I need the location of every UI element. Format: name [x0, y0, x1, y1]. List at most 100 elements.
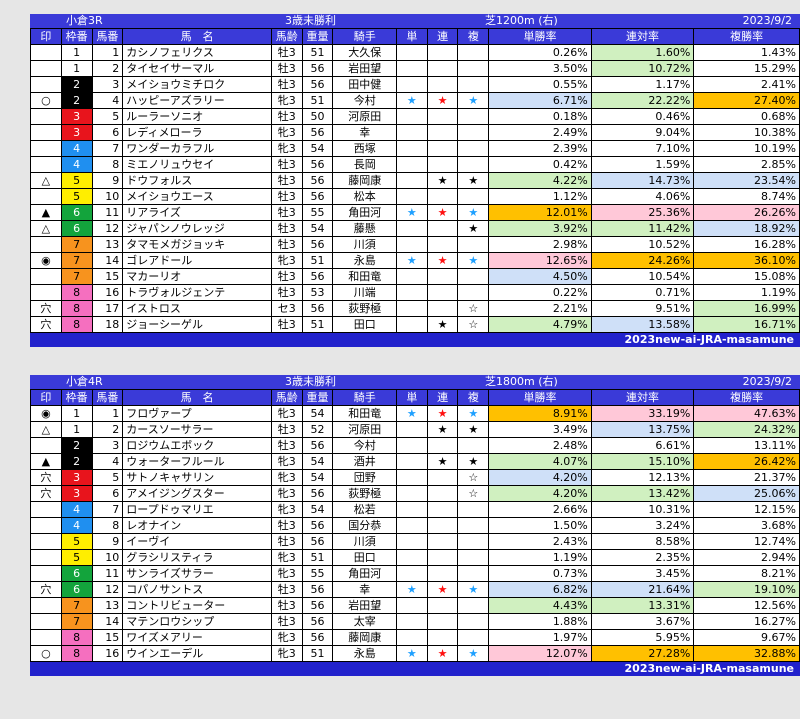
win-star	[395, 156, 428, 173]
table-row: 1 2 タイセイサーマル 牡3 56 岩田望 3.50% 10.72% 15.29%	[30, 60, 800, 77]
jockey: 角田河	[332, 204, 397, 221]
horse-name: ウインエーデル	[122, 645, 272, 662]
waku-cell: 5	[60, 188, 93, 205]
uma-number: 9	[91, 172, 124, 189]
top2-rate: 33.19%	[590, 405, 695, 422]
uma-number: 9	[91, 533, 124, 550]
place-star	[457, 549, 490, 566]
age-sex: 牡3	[270, 172, 303, 189]
age-sex: 牝3	[270, 565, 303, 582]
uma-number: 12	[91, 581, 124, 598]
place-rate: 21.37%	[693, 469, 800, 486]
mark-cell	[30, 629, 62, 646]
horse-name: トラヴォルジェンテ	[122, 284, 272, 301]
table-row: ◉ 7 14 ゴレアドール 牝3 51 永島 ★ ★ ★ 12.65% 24.26% 36.10%	[30, 252, 800, 269]
place-star: ☆	[457, 469, 490, 486]
jockey: 西塚	[332, 140, 397, 157]
age-sex: 牡3	[270, 108, 303, 125]
place-rate: 8.74%	[693, 188, 800, 205]
mark-cell: ◉	[30, 252, 62, 269]
win-star	[395, 316, 428, 333]
quinella-star	[426, 437, 459, 454]
horse-name: ルーラーソニオ	[122, 108, 272, 125]
horse-name: アメイジングスター	[122, 485, 272, 502]
column-header: 馬齢	[270, 28, 303, 45]
win-star	[395, 44, 428, 61]
uma-number: 11	[91, 565, 124, 582]
mark-cell	[30, 597, 62, 614]
horse-name: コパノサントス	[122, 581, 272, 598]
horse-name: ワイズメアリー	[122, 629, 272, 646]
uma-number: 12	[91, 220, 124, 237]
quinella-star	[426, 60, 459, 77]
table-row: 3 5 ルーラーソニオ 牡3 50 河原田 0.18% 0.46% 0.68%	[30, 108, 800, 125]
place-star	[457, 629, 490, 646]
weight: 56	[301, 236, 334, 253]
jockey: 大久保	[332, 44, 397, 61]
uma-number: 15	[91, 629, 124, 646]
column-header: 連対率	[590, 389, 695, 406]
table-row: 7 14 マテンロウシップ 牡3 56 太宰 1.88% 3.67% 16.27%	[30, 613, 800, 630]
quinella-star	[426, 597, 459, 614]
table-row: 4 7 ロープドゥマリエ 牝3 54 松若 2.66% 10.31% 12.15%	[30, 501, 800, 518]
win-rate: 4.43%	[488, 597, 592, 614]
mark-cell	[30, 108, 62, 125]
top2-rate: 2.35%	[590, 549, 695, 566]
uma-number: 17	[91, 300, 124, 317]
place-star: ★	[457, 645, 490, 662]
place-star: ★	[457, 453, 490, 470]
quinella-star	[426, 284, 459, 301]
win-star	[395, 597, 428, 614]
age-sex: 牡3	[270, 581, 303, 598]
mark-cell: ○	[30, 645, 62, 662]
quinella-star	[426, 236, 459, 253]
uma-number: 5	[91, 108, 124, 125]
win-star	[395, 236, 428, 253]
jockey: 河原田	[332, 108, 397, 125]
win-star: ★	[395, 405, 428, 422]
win-rate: 2.98%	[488, 236, 592, 253]
win-rate: 3.50%	[488, 60, 592, 77]
mark-cell: 穴	[30, 469, 62, 486]
top2-rate: 1.60%	[590, 44, 695, 61]
win-rate: 3.92%	[488, 220, 592, 237]
uma-number: 8	[91, 517, 124, 534]
uma-number: 6	[91, 485, 124, 502]
table-row: ○ 8 16 ウインエーデル 牝3 51 永島 ★ ★ ★ 12.07% 27.28% 32.88%	[30, 645, 800, 662]
place-rate: 26.42%	[693, 453, 800, 470]
place-rate: 18.92%	[693, 220, 800, 237]
place-star	[457, 60, 490, 77]
top2-rate: 3.45%	[590, 565, 695, 582]
win-star	[395, 188, 428, 205]
win-star	[395, 437, 428, 454]
waku-cell: 6	[60, 565, 93, 582]
column-header: 単	[395, 389, 428, 406]
win-rate: 1.50%	[488, 517, 592, 534]
column-header: 連対率	[590, 28, 695, 45]
waku-cell: 8	[60, 645, 93, 662]
mark-cell: 穴	[30, 485, 62, 502]
win-star	[395, 549, 428, 566]
win-rate: 2.21%	[488, 300, 592, 317]
win-star	[395, 485, 428, 502]
place-rate: 10.19%	[693, 140, 800, 157]
jockey: 和田竜	[332, 268, 397, 285]
top2-rate: 9.51%	[590, 300, 695, 317]
weight: 54	[301, 405, 334, 422]
quinella-star: ★	[426, 252, 459, 269]
uma-number: 3	[91, 437, 124, 454]
column-header: 騎手	[332, 389, 397, 406]
weight: 51	[301, 92, 334, 109]
jockey: 酒井	[332, 453, 397, 470]
jockey: 川端	[332, 284, 397, 301]
place-rate: 16.28%	[693, 236, 800, 253]
quinella-star	[426, 156, 459, 173]
win-star	[395, 108, 428, 125]
quinella-star: ★	[426, 316, 459, 333]
place-rate: 36.10%	[693, 252, 800, 269]
age-sex: 牡3	[270, 220, 303, 237]
weight: 56	[301, 613, 334, 630]
quinella-star: ★	[426, 421, 459, 438]
win-rate: 12.01%	[488, 204, 592, 221]
place-rate: 13.11%	[693, 437, 800, 454]
